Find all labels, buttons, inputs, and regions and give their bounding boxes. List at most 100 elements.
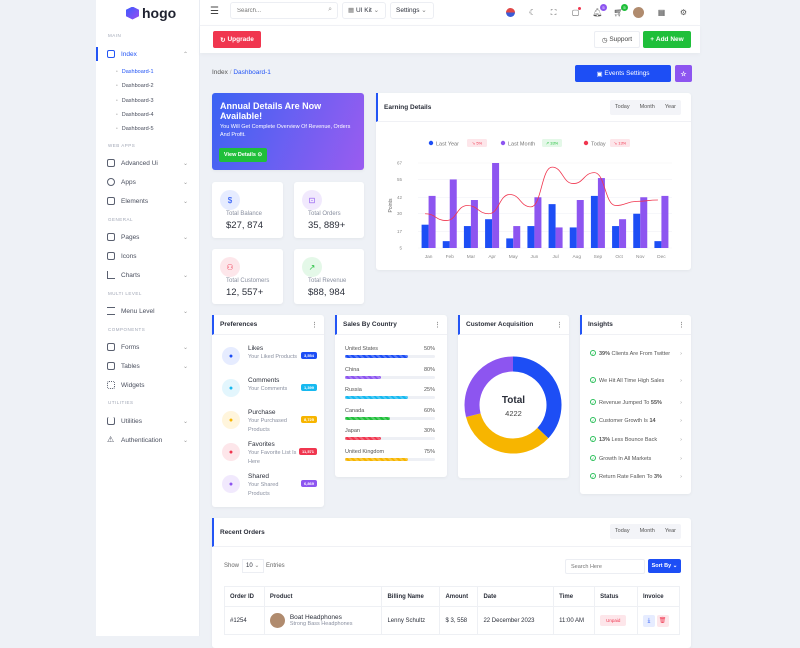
bar-last-year[interactable] bbox=[633, 213, 641, 248]
sidebar-subitem-dashboard-2[interactable]: Dashboard-2 bbox=[116, 83, 154, 89]
events-settings-button[interactable]: ▣ Events Settings bbox=[575, 65, 671, 82]
star-button[interactable]: ☆ bbox=[675, 65, 692, 82]
menu-toggle-icon[interactable]: ☰ bbox=[210, 6, 219, 17]
tab-month[interactable]: Month bbox=[639, 104, 655, 110]
bar-last-year[interactable] bbox=[485, 219, 493, 248]
bar-last-month[interactable] bbox=[492, 163, 500, 248]
bar-last-month[interactable] bbox=[534, 197, 542, 248]
tab-year[interactable]: Year bbox=[664, 528, 676, 534]
bell-icon[interactable]: 🔔︎ 5 bbox=[592, 4, 607, 18]
insight-item[interactable]: ✓ Growth In All Markets › bbox=[590, 455, 682, 463]
bar-last-month[interactable] bbox=[576, 200, 584, 248]
bar-last-month[interactable] bbox=[513, 226, 521, 248]
preference-item[interactable]: ● Comments Your Comments 1,399 bbox=[222, 377, 317, 407]
ui-kit-dropdown[interactable]: ▦ UI Kit ⌄ bbox=[342, 2, 386, 19]
legend-label[interactable]: Today bbox=[591, 141, 606, 147]
search-input[interactable] bbox=[237, 6, 317, 15]
tab-today[interactable]: Today bbox=[614, 528, 630, 534]
sidebar-subitem-dashboard-1[interactable]: Dashboard-1 bbox=[116, 69, 154, 75]
sidebar-item-forms[interactable]: Forms ⌄ bbox=[96, 340, 200, 354]
bar-last-year[interactable] bbox=[527, 226, 535, 248]
bar-last-year[interactable] bbox=[442, 241, 450, 248]
upgrade-button[interactable]: ↻ Upgrade bbox=[213, 31, 261, 48]
sidebar-item-icons[interactable]: Icons bbox=[96, 249, 200, 263]
apps-grid-icon[interactable]: ▦ bbox=[657, 8, 666, 17]
sidebar-item-charts[interactable]: Charts ⌄ bbox=[96, 268, 200, 282]
settings-dropdown[interactable]: Settings ⌄ bbox=[390, 2, 434, 19]
bar-last-year[interactable] bbox=[421, 224, 429, 248]
search-box[interactable]: ⌕ bbox=[230, 2, 338, 19]
preference-item[interactable]: ● Favorites Your Favorite List Is Here 1… bbox=[222, 441, 317, 471]
cart-icon[interactable]: 🛒︎ 5 bbox=[613, 4, 628, 18]
sidebar-item-authentication[interactable]: ⚠ Authentication ⌄ bbox=[96, 433, 200, 447]
insight-item[interactable]: ✓ Revenue Jumped To 55% › bbox=[590, 399, 682, 407]
more-vertical-icon[interactable]: ⋮ bbox=[311, 321, 318, 329]
orders-search-input[interactable] bbox=[565, 559, 645, 574]
donut-segment[interactable] bbox=[464, 356, 514, 418]
view-details-button[interactable]: View Details ⊙ bbox=[219, 148, 267, 162]
flag-us-icon[interactable] bbox=[505, 7, 516, 18]
column-header[interactable]: Product bbox=[263, 586, 383, 607]
fullscreen-icon[interactable]: ⛶ bbox=[550, 7, 557, 17]
download-icon[interactable]: ⤓ bbox=[642, 614, 655, 627]
more-vertical-icon[interactable]: ⋮ bbox=[434, 321, 441, 329]
preference-item[interactable]: ● Shared Your Shared Products 6,869 bbox=[222, 473, 317, 503]
breadcrumb-index[interactable]: Index bbox=[212, 69, 228, 76]
brand-logo[interactable]: hogo bbox=[126, 5, 176, 21]
sidebar-item-utilities[interactable]: Utilities ⌄ bbox=[96, 414, 200, 428]
moon-icon[interactable]: ☾ bbox=[528, 8, 537, 17]
insight-item[interactable]: ✓ 39% Clients Are From Twitter › bbox=[590, 350, 682, 358]
more-vertical-icon[interactable]: ⋮ bbox=[678, 321, 685, 329]
support-button[interactable]: ◷ Support bbox=[594, 31, 640, 48]
sidebar-item-index[interactable]: Index ⌃ bbox=[96, 47, 200, 61]
bar-last-month[interactable] bbox=[470, 200, 478, 248]
preference-item[interactable]: ● Likes Your Liked Products 3,554 bbox=[222, 345, 317, 375]
bar-last-year[interactable] bbox=[590, 195, 598, 248]
table-row[interactable]: #1254 Boat Headphones Strong Bass Headpho… bbox=[224, 606, 681, 635]
donut-segment[interactable] bbox=[466, 412, 549, 454]
sidebar-item-menu-level[interactable]: Menu Level ⌄ bbox=[96, 304, 200, 318]
entries-select[interactable]: 10 ⌄ bbox=[242, 559, 264, 573]
bar-last-year[interactable] bbox=[506, 238, 514, 248]
bar-last-month[interactable] bbox=[428, 195, 436, 248]
sidebar-subitem-dashboard-5[interactable]: Dashboard-5 bbox=[116, 126, 154, 132]
message-icon[interactable]: ▢ bbox=[571, 7, 581, 17]
column-header[interactable]: Billing Name bbox=[381, 586, 441, 607]
line-today[interactable] bbox=[425, 166, 658, 221]
bar-last-year[interactable] bbox=[463, 226, 471, 248]
tab-year[interactable]: Year bbox=[664, 104, 676, 110]
insight-item[interactable]: ✓ We Hit All Time High Sales › bbox=[590, 377, 682, 385]
tab-month[interactable]: Month bbox=[639, 528, 655, 534]
sidebar-item-pages[interactable]: Pages ⌄ bbox=[96, 230, 200, 244]
search-icon[interactable]: ⌕ bbox=[328, 6, 332, 13]
add-new-button[interactable]: + Add New bbox=[643, 31, 691, 48]
bar-last-month[interactable] bbox=[661, 195, 669, 248]
bar-last-month[interactable] bbox=[640, 197, 648, 248]
sort-by-button[interactable]: Sort By ⌄ bbox=[648, 559, 681, 573]
trash-icon[interactable]: 🗑︎ bbox=[656, 614, 669, 627]
sidebar-item-tables[interactable]: Tables ⌄ bbox=[96, 359, 200, 373]
tab-today[interactable]: Today bbox=[614, 104, 630, 110]
legend-label[interactable]: Last Month bbox=[508, 141, 535, 147]
bar-last-year[interactable] bbox=[569, 227, 577, 248]
insight-item[interactable]: ✓ Return Rate Fallen To 3% › bbox=[590, 473, 682, 481]
insight-item[interactable]: ✓ 13% Less Bounce Back › bbox=[590, 436, 682, 444]
column-header[interactable]: Date bbox=[477, 586, 555, 607]
bar-last-year[interactable] bbox=[612, 226, 620, 248]
legend-label[interactable]: Last Year bbox=[436, 141, 459, 147]
column-header[interactable]: Time bbox=[553, 586, 596, 607]
bar-last-month[interactable] bbox=[619, 219, 627, 248]
bar-last-month[interactable] bbox=[449, 179, 457, 248]
donut-segment[interactable] bbox=[512, 356, 562, 439]
avatar[interactable] bbox=[633, 7, 644, 18]
sidebar-item-advanced-ui[interactable]: Advanced Ui ⌄ bbox=[96, 156, 200, 170]
sidebar-item-apps[interactable]: Apps ⌄ bbox=[96, 175, 200, 189]
bar-last-month[interactable] bbox=[597, 178, 605, 248]
bar-last-month[interactable] bbox=[555, 227, 563, 248]
sidebar-item-elements[interactable]: Elements ⌄ bbox=[96, 194, 200, 208]
column-header[interactable]: Order ID bbox=[224, 586, 265, 607]
insight-item[interactable]: ✓ Customer Growth Is 14 › bbox=[590, 417, 682, 425]
bar-last-year[interactable] bbox=[654, 241, 662, 248]
more-vertical-icon[interactable]: ⋮ bbox=[556, 321, 563, 329]
sidebar-subitem-dashboard-4[interactable]: Dashboard-4 bbox=[116, 112, 154, 118]
